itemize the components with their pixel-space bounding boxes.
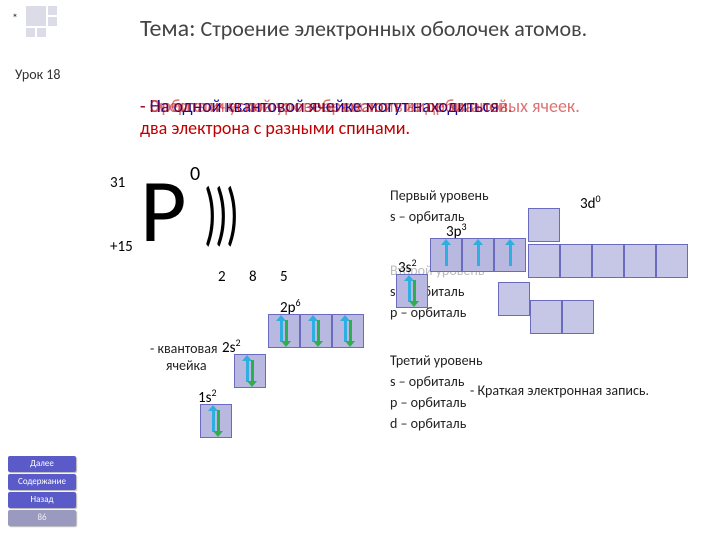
- spin-down-icon: [285, 320, 288, 342]
- spin-down-icon: [317, 320, 320, 342]
- deco: [26, 6, 46, 26]
- orb-cell: [396, 274, 428, 308]
- orb-cell: [528, 244, 560, 278]
- title-prefix: Тема:: [140, 14, 196, 43]
- page-title: Тема: Строение электронных оболочек атом…: [140, 14, 587, 43]
- row-extra-1: [498, 282, 530, 316]
- spin-up-icon: [408, 280, 411, 302]
- row-2p: [268, 314, 364, 348]
- spin-up-icon: [246, 360, 249, 382]
- page-number: 86: [8, 510, 76, 526]
- row-1s: [200, 404, 232, 438]
- deco: [26, 28, 35, 37]
- slide-marker: *: [12, 12, 18, 26]
- lesson-label: Урок 18: [15, 66, 61, 83]
- level1-block: Первый уровень s – орбиталь: [390, 185, 489, 227]
- orb-cell: [300, 314, 332, 348]
- orb-cell: [562, 300, 594, 334]
- shell-counts: 2 8 5: [218, 268, 298, 286]
- toc-button[interactable]: Содержание: [8, 474, 76, 490]
- nav-block: Далее Содержание Назад 86: [8, 456, 76, 528]
- row-extra-2: [530, 300, 594, 334]
- orb-cell: [268, 314, 300, 348]
- level1-s: s – орбиталь: [390, 206, 489, 227]
- spin-down-icon: [413, 280, 416, 302]
- level3-block: Третий уровень s – орбиталь p – орбиталь…: [390, 350, 483, 434]
- atom-charge: +15: [110, 238, 133, 256]
- orb-cell: [494, 238, 526, 272]
- spin-down-icon: [251, 360, 254, 382]
- spin-up-icon: [477, 244, 480, 266]
- orb-cell: [234, 354, 266, 388]
- row-3s: [396, 274, 428, 308]
- level1-title: Первый уровень: [390, 185, 489, 206]
- level3-title: Третий уровень: [390, 350, 483, 371]
- orb-cell: [332, 314, 364, 348]
- spin-up-icon: [509, 244, 512, 266]
- spin-up-icon: [312, 320, 315, 342]
- atom-mass: 31: [110, 174, 125, 192]
- level3-p: p – орбиталь: [390, 392, 483, 413]
- row-3d-top: [528, 208, 560, 242]
- atom-sup: 0: [190, 162, 200, 186]
- deco: [48, 17, 57, 26]
- line-red-2: два электрона с разными спинами.: [140, 117, 410, 139]
- level3-d: d – орбиталь: [390, 413, 483, 434]
- orb-cell: [430, 238, 462, 272]
- orb-cell: [498, 282, 530, 316]
- shell-arc: ): [227, 170, 240, 256]
- deco: [37, 28, 46, 37]
- spin-down-icon: [349, 320, 352, 342]
- label-3d: 3d0: [580, 192, 601, 213]
- orb-cell: [530, 300, 562, 334]
- spin-up-icon: [445, 244, 448, 266]
- orb-cell: [560, 244, 592, 278]
- orb-cell: [200, 404, 232, 438]
- spin-up-icon: [212, 410, 215, 432]
- next-button[interactable]: Далее: [8, 456, 76, 472]
- spin-up-icon: [280, 320, 283, 342]
- back-button[interactable]: Назад: [8, 492, 76, 508]
- row-3d: [528, 244, 688, 278]
- deco: [48, 6, 57, 15]
- line-red-b: - Энергетический уровень состоит из орби…: [140, 95, 512, 117]
- atom-symbol: P: [140, 156, 187, 266]
- cell-note: - квантовая ячейка: [150, 340, 218, 374]
- short-record-note: - Краткая электронная запись.: [470, 382, 649, 399]
- atom-block: 31 0 +15 P: [140, 180, 187, 246]
- orb-cell: [624, 244, 656, 278]
- orb-cell: [528, 208, 560, 242]
- row-3p: [430, 238, 526, 272]
- orb-cell: [656, 244, 688, 278]
- orb-cell: [592, 244, 624, 278]
- row-2s: [234, 354, 266, 388]
- orb-cell: [462, 238, 494, 272]
- spin-down-icon: [217, 410, 220, 432]
- spin-up-icon: [344, 320, 347, 342]
- atom-shells: ) ) ): [210, 170, 244, 256]
- level3-s: s – орбиталь: [390, 371, 483, 392]
- title-rest: Строение электронных оболочек атомов.: [200, 15, 587, 42]
